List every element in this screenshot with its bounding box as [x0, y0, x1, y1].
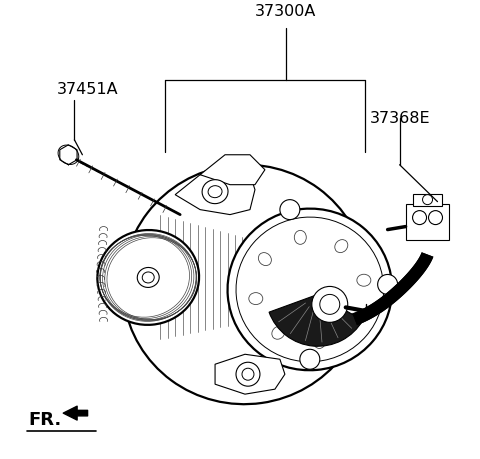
Circle shape [236, 363, 260, 386]
Ellipse shape [294, 231, 306, 245]
Circle shape [429, 211, 443, 225]
Ellipse shape [208, 186, 222, 198]
Ellipse shape [58, 146, 79, 165]
Circle shape [378, 275, 397, 295]
Circle shape [300, 349, 320, 369]
Ellipse shape [335, 240, 348, 253]
Polygon shape [200, 156, 265, 185]
Ellipse shape [137, 268, 159, 288]
Ellipse shape [123, 165, 367, 404]
Text: 37368E: 37368E [370, 111, 430, 126]
Bar [406, 204, 449, 240]
Ellipse shape [348, 313, 361, 326]
Ellipse shape [357, 274, 371, 286]
Ellipse shape [272, 326, 285, 340]
Ellipse shape [142, 272, 154, 283]
Ellipse shape [202, 180, 228, 204]
Ellipse shape [258, 253, 271, 266]
Ellipse shape [97, 230, 199, 325]
Circle shape [320, 295, 340, 315]
Text: 37300A: 37300A [255, 4, 317, 19]
Circle shape [413, 211, 427, 225]
Polygon shape [215, 354, 285, 394]
Text: 37451A: 37451A [57, 82, 118, 97]
Ellipse shape [236, 218, 384, 362]
FancyArrowPatch shape [63, 406, 87, 420]
Ellipse shape [228, 209, 392, 370]
Circle shape [280, 200, 300, 220]
Wedge shape [269, 295, 363, 347]
Polygon shape [175, 170, 255, 215]
Ellipse shape [313, 335, 325, 349]
Bar [413, 194, 443, 206]
Circle shape [242, 369, 254, 381]
Circle shape [312, 287, 348, 323]
Text: FR.: FR. [28, 410, 62, 428]
Ellipse shape [249, 293, 263, 305]
Circle shape [422, 195, 432, 205]
